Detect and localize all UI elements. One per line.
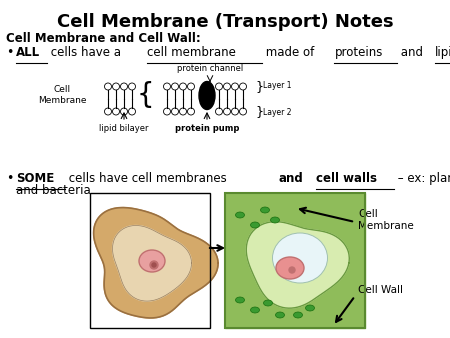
Text: proteins: proteins xyxy=(334,46,383,59)
Text: lipid bilayer: lipid bilayer xyxy=(99,124,149,133)
Text: protein channel: protein channel xyxy=(177,64,243,73)
Circle shape xyxy=(150,261,158,269)
Circle shape xyxy=(104,83,112,90)
Circle shape xyxy=(121,108,127,115)
Circle shape xyxy=(163,108,171,115)
Circle shape xyxy=(289,267,295,273)
Circle shape xyxy=(112,83,120,90)
Text: cells have a: cells have a xyxy=(47,46,125,59)
Text: lipids: lipids xyxy=(435,46,450,59)
Text: Cell
Membrane: Cell Membrane xyxy=(358,209,414,231)
Text: Cell Membrane and Cell Wall:: Cell Membrane and Cell Wall: xyxy=(6,32,201,45)
Circle shape xyxy=(129,83,135,90)
Ellipse shape xyxy=(251,307,260,313)
Circle shape xyxy=(188,108,194,115)
Text: }: } xyxy=(255,105,263,118)
Circle shape xyxy=(121,83,127,90)
Ellipse shape xyxy=(139,250,165,272)
Text: and: and xyxy=(279,172,304,185)
Bar xyxy=(90,193,210,328)
Text: }: } xyxy=(255,80,263,93)
Text: and bacteria: and bacteria xyxy=(16,184,91,197)
Ellipse shape xyxy=(306,305,315,311)
Text: protein pump: protein pump xyxy=(175,124,239,133)
Circle shape xyxy=(188,83,194,90)
Ellipse shape xyxy=(235,297,244,303)
Text: and: and xyxy=(397,46,427,59)
Text: Layer 1: Layer 1 xyxy=(263,81,292,90)
Circle shape xyxy=(180,108,186,115)
Ellipse shape xyxy=(293,312,302,318)
Circle shape xyxy=(163,83,171,90)
Polygon shape xyxy=(112,225,192,301)
Circle shape xyxy=(112,108,120,115)
Ellipse shape xyxy=(235,212,244,218)
Ellipse shape xyxy=(264,300,273,306)
Ellipse shape xyxy=(261,207,270,213)
Text: Layer 2: Layer 2 xyxy=(263,108,292,117)
Ellipse shape xyxy=(275,312,284,318)
Polygon shape xyxy=(246,222,349,308)
Text: cells have cell membranes: cells have cell membranes xyxy=(65,172,231,185)
Text: cell membrane: cell membrane xyxy=(148,46,236,59)
Ellipse shape xyxy=(199,81,215,110)
Circle shape xyxy=(180,83,186,90)
Text: •: • xyxy=(6,172,14,185)
Text: Cell Wall: Cell Wall xyxy=(358,285,403,295)
Circle shape xyxy=(239,108,247,115)
Circle shape xyxy=(216,108,222,115)
Circle shape xyxy=(171,108,179,115)
Circle shape xyxy=(239,83,247,90)
Circle shape xyxy=(152,263,156,267)
Circle shape xyxy=(224,83,230,90)
Circle shape xyxy=(231,83,239,90)
Circle shape xyxy=(224,108,230,115)
Text: SOME: SOME xyxy=(16,172,54,185)
Text: cell walls: cell walls xyxy=(316,172,377,185)
Ellipse shape xyxy=(276,257,304,279)
Polygon shape xyxy=(94,208,218,318)
Circle shape xyxy=(104,108,112,115)
Circle shape xyxy=(231,108,239,115)
Circle shape xyxy=(129,108,135,115)
Text: Cell
Membrane: Cell Membrane xyxy=(38,85,86,105)
Text: made of: made of xyxy=(262,46,318,59)
Ellipse shape xyxy=(273,233,328,283)
Circle shape xyxy=(171,83,179,90)
Text: – ex: plants, fungi: – ex: plants, fungi xyxy=(394,172,450,185)
Text: Cell Membrane (Transport) Notes: Cell Membrane (Transport) Notes xyxy=(57,13,393,31)
Ellipse shape xyxy=(270,217,279,223)
Bar xyxy=(225,193,365,328)
Ellipse shape xyxy=(251,222,260,228)
Text: ALL: ALL xyxy=(16,46,40,59)
Circle shape xyxy=(216,83,222,90)
Text: •: • xyxy=(6,46,14,59)
Bar xyxy=(225,193,365,328)
Text: {: { xyxy=(136,81,154,110)
